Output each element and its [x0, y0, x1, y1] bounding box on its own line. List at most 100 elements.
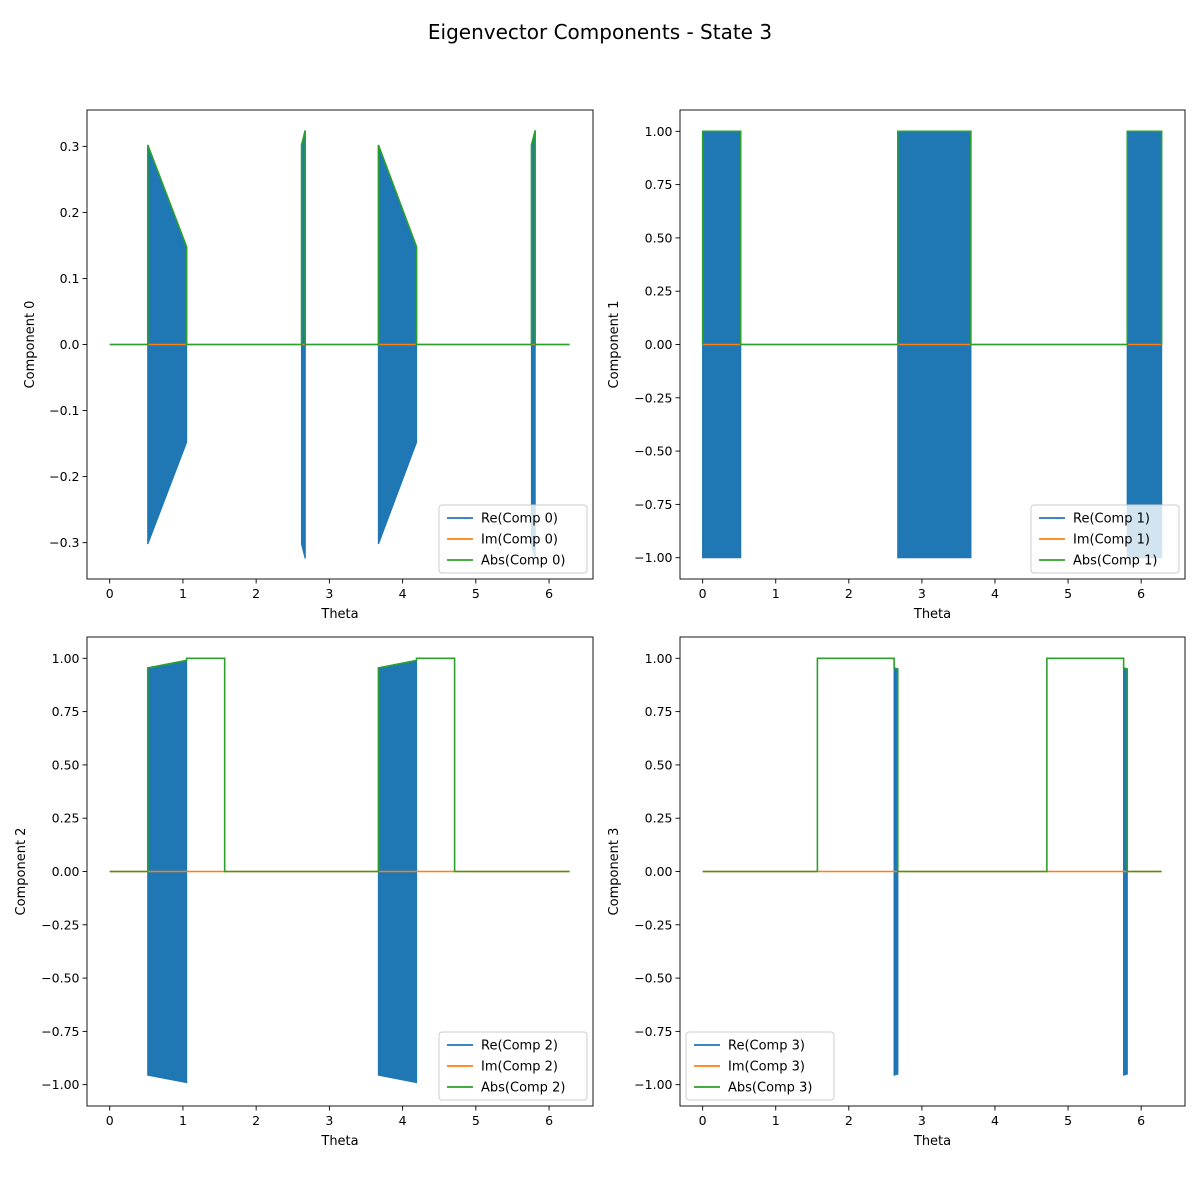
plot-area — [701, 130, 1163, 559]
x-tick-label: 4 — [991, 586, 999, 601]
y-tick-label: −0.50 — [634, 444, 672, 459]
y-axis-label: Component 3 — [607, 828, 622, 916]
legend-box — [685, 1031, 835, 1101]
y-tick-label: 0.50 — [645, 230, 673, 245]
x-tick-label: 6 — [545, 586, 553, 601]
plot-area — [109, 130, 570, 559]
y-tick-label: 0.00 — [52, 864, 80, 879]
y-tick-label: 1.00 — [52, 651, 80, 666]
y-tick-label: −0.50 — [634, 971, 672, 986]
x-tick-label: 2 — [252, 586, 260, 601]
x-tick-label: 1 — [772, 1113, 780, 1128]
legend-label: Re(Comp 1) — [1073, 512, 1150, 527]
legend-label: Im(Comp 2) — [481, 1060, 558, 1075]
subplot-3: 0 1 2 3 4 5 6 −1.00 −0.75 −0.50 −0.25 0.00 0.25 0.50 0… — [607, 636, 1186, 1149]
legend-box — [1030, 504, 1180, 574]
y-tick-label: 0.50 — [645, 757, 673, 772]
abs-line — [702, 657, 1162, 873]
legend: Re(Comp 2) Im(Comp 2) Abs(Comp 2) — [438, 1031, 588, 1101]
x-tick-label: 0 — [699, 586, 707, 601]
y-tick-label: −0.50 — [41, 971, 79, 986]
x-tick-label: 3 — [325, 1113, 333, 1128]
y-tick-label: 0.3 — [60, 139, 80, 154]
y-tick-label: 0.1 — [60, 271, 80, 286]
y-tick-label: 0.25 — [52, 811, 80, 826]
subplot-1: 0 1 2 3 4 5 6 −1.00 −0.75 −0.50 −0.25 0.00 0.25 0.50 0… — [607, 109, 1186, 622]
x-tick-label: 6 — [1137, 1113, 1145, 1128]
abs-line — [109, 657, 570, 873]
x-tick-label: 0 — [106, 586, 114, 601]
x-tick-label: 1 — [772, 586, 780, 601]
x-tick-label: 3 — [918, 586, 926, 601]
legend-box — [438, 1031, 588, 1101]
legend-label: Re(Comp 0) — [481, 512, 558, 527]
y-tick-label: 1.00 — [645, 651, 673, 666]
legend-label: Im(Comp 1) — [1073, 533, 1150, 548]
x-axis-label: Theta — [913, 607, 951, 622]
x-tick-label: 2 — [845, 1113, 853, 1128]
x-tick-label: 5 — [1064, 1113, 1072, 1128]
x-tick-label: 2 — [252, 1113, 260, 1128]
legend-label: Im(Comp 3) — [728, 1060, 805, 1075]
x-tick-label: 3 — [918, 1113, 926, 1128]
subplot-grid: 0 1 2 3 4 5 6 −0.3 −0.2 −0.1 0.0 0.1 0.2 0.3 Theta Comp… — [14, 109, 1186, 1149]
x-axis-label: Theta — [320, 1134, 358, 1149]
y-tick-label: −0.75 — [634, 497, 672, 512]
y-tick-label: −0.3 — [49, 535, 79, 550]
x-tick-label: 6 — [1137, 586, 1145, 601]
y-tick-label: −1.00 — [41, 1077, 79, 1092]
plot-area — [702, 657, 1162, 1076]
legend-label: Abs(Comp 1) — [1073, 554, 1157, 569]
x-tick-label: 2 — [845, 586, 853, 601]
x-tick-label: 1 — [179, 586, 187, 601]
y-tick-label: 0.75 — [645, 704, 673, 719]
legend: Re(Comp 0) Im(Comp 0) Abs(Comp 0) — [438, 504, 588, 574]
subplot-0: 0 1 2 3 4 5 6 −0.3 −0.2 −0.1 0.0 0.1 0.2 0.3 Theta Comp… — [23, 109, 594, 622]
y-tick-label: −0.75 — [41, 1024, 79, 1039]
legend-label: Re(Comp 2) — [481, 1039, 558, 1054]
plot-area — [109, 657, 570, 1084]
legend-label: Im(Comp 0) — [481, 533, 558, 548]
y-tick-label: −0.2 — [49, 469, 79, 484]
y-tick-label: 0.75 — [645, 177, 673, 192]
y-tick-label: 0.50 — [52, 757, 80, 772]
y-axis-label: Component 0 — [23, 301, 38, 389]
x-tick-label: 1 — [179, 1113, 187, 1128]
x-tick-label: 3 — [325, 586, 333, 601]
y-tick-label: −0.25 — [634, 390, 672, 405]
x-axis-label: Theta — [320, 607, 358, 622]
legend-label: Abs(Comp 2) — [481, 1081, 565, 1096]
y-tick-label: 0.0 — [60, 337, 80, 352]
y-tick-label: 0.00 — [645, 864, 673, 879]
x-tick-label: 4 — [399, 1113, 407, 1128]
abs-line — [701, 130, 1163, 346]
y-tick-label: 0.75 — [52, 704, 80, 719]
y-tick-label: 0.25 — [645, 284, 673, 299]
y-tick-label: −1.00 — [634, 1077, 672, 1092]
y-tick-label: 0.25 — [645, 811, 673, 826]
figure-title: Eigenvector Components - State 3 — [428, 20, 772, 44]
x-tick-label: 0 — [699, 1113, 707, 1128]
abs-line — [109, 130, 570, 346]
y-tick-label: −0.25 — [634, 917, 672, 932]
y-tick-label: 0.2 — [60, 205, 80, 220]
y-tick-label: 1.00 — [645, 124, 673, 139]
x-tick-label: 5 — [472, 586, 480, 601]
x-tick-label: 6 — [545, 1113, 553, 1128]
y-tick-label: −0.25 — [41, 917, 79, 932]
legend-label: Re(Comp 3) — [728, 1039, 805, 1054]
legend-box — [438, 504, 588, 574]
y-axis-label: Component 2 — [14, 828, 29, 916]
x-tick-label: 4 — [991, 1113, 999, 1128]
legend: Re(Comp 1) Im(Comp 1) Abs(Comp 1) — [1030, 504, 1180, 574]
y-tick-label: 0.00 — [645, 337, 673, 352]
x-axis-label: Theta — [913, 1134, 951, 1149]
y-axis-label: Component 1 — [607, 301, 622, 389]
y-tick-label: −1.00 — [634, 550, 672, 565]
subplot-2: 0 1 2 3 4 5 6 −1.00 −0.75 −0.50 −0.25 0.00 0.25 0.50 0… — [14, 636, 594, 1149]
legend-label: Abs(Comp 3) — [728, 1081, 812, 1096]
x-tick-label: 0 — [106, 1113, 114, 1128]
x-tick-label: 5 — [1064, 586, 1072, 601]
legend: Re(Comp 3) Im(Comp 3) Abs(Comp 3) — [685, 1031, 835, 1101]
